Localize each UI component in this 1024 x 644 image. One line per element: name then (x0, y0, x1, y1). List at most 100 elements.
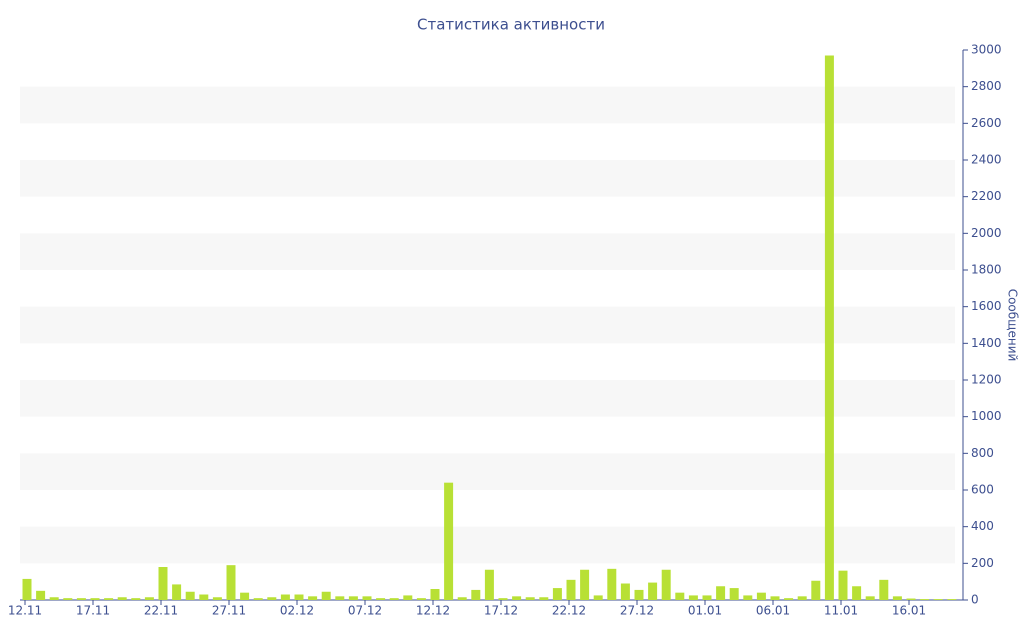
y-tick-label: 2400 (971, 153, 1002, 167)
bar (185, 591, 195, 600)
bar (321, 591, 331, 600)
bar (607, 568, 617, 600)
x-tick-label: 06.01 (756, 604, 790, 618)
bar (498, 598, 508, 600)
x-tick-label: 11.01 (824, 604, 858, 618)
bar (743, 595, 753, 600)
y-tick-label: 1800 (971, 263, 1002, 277)
bar (280, 594, 290, 600)
bar (63, 598, 73, 600)
bar (199, 594, 209, 600)
y-tick-label: 2000 (971, 226, 1002, 240)
chart-title: Статистика активности (417, 16, 605, 34)
bar (634, 589, 644, 600)
bar (49, 597, 59, 600)
bar (90, 598, 100, 600)
bar (348, 596, 358, 600)
bar (675, 592, 685, 600)
bar (172, 584, 182, 600)
bar (457, 597, 467, 600)
x-tick-label: 01.01 (688, 604, 722, 618)
bar (267, 597, 277, 600)
bar (416, 598, 426, 600)
bar (240, 592, 250, 600)
grid-band (20, 380, 955, 417)
bar (947, 599, 957, 600)
bar (811, 580, 821, 600)
bar (539, 597, 549, 600)
bar (525, 597, 535, 600)
x-tick-label: 02.12 (280, 604, 314, 618)
bar (920, 599, 930, 600)
bar (661, 569, 671, 600)
grid-band (20, 160, 955, 197)
bar (335, 596, 345, 600)
bar (648, 582, 658, 600)
x-tick-label: 12.11 (8, 604, 42, 618)
y-tick-label: 400 (971, 519, 994, 533)
bar (484, 569, 494, 600)
bar (104, 598, 114, 600)
y-tick-label: 2600 (971, 116, 1002, 130)
x-tick-label: 22.12 (552, 604, 586, 618)
bar (593, 595, 603, 600)
y-axis-label: Сообщений (1006, 289, 1020, 362)
bar (580, 569, 590, 600)
bar (756, 592, 766, 600)
bar (294, 594, 304, 600)
bar (444, 482, 454, 600)
grid-band (20, 526, 955, 564)
bar (117, 597, 127, 600)
y-tick-label: 2200 (971, 189, 1002, 203)
bar (144, 597, 154, 600)
y-tick-label: 1000 (971, 409, 1002, 423)
grid-band (20, 306, 955, 344)
y-tick-label: 2800 (971, 79, 1002, 93)
x-tick-label: 27.12 (620, 604, 654, 618)
bar (131, 598, 141, 600)
bar (865, 596, 875, 600)
y-tick-label: 800 (971, 446, 994, 460)
bar (362, 596, 372, 600)
bar (906, 598, 916, 600)
y-tick-label: 3000 (971, 43, 1002, 57)
x-tick-label: 17.12 (484, 604, 518, 618)
bar (22, 578, 32, 600)
grid-band (20, 233, 955, 270)
bar (76, 598, 86, 600)
y-tick-label: 0 (971, 593, 979, 607)
bar (838, 570, 848, 600)
x-tick-label: 27.11 (212, 604, 246, 618)
bar (36, 590, 46, 600)
bar (729, 588, 739, 600)
bar (212, 597, 222, 600)
bar (430, 589, 440, 600)
bar (892, 596, 902, 600)
bar (852, 586, 862, 600)
bar (770, 596, 780, 600)
bar (512, 596, 522, 600)
bar (824, 55, 834, 600)
bar (253, 598, 263, 600)
grid-band (20, 453, 955, 490)
bar (226, 565, 236, 600)
x-tick-label: 07.12 (348, 604, 382, 618)
x-tick-label: 17.11 (76, 604, 110, 618)
bar (158, 567, 168, 600)
bar (879, 579, 889, 600)
bar (933, 599, 943, 600)
bar (471, 589, 481, 600)
y-tick-label: 200 (971, 556, 994, 570)
bar (403, 595, 413, 600)
bar (308, 596, 318, 600)
y-tick-label: 1400 (971, 336, 1002, 350)
bar (702, 595, 712, 600)
y-tick-label: 1200 (971, 373, 1002, 387)
x-tick-label: 22.11 (144, 604, 178, 618)
y-tick-label: 1600 (971, 299, 1002, 313)
bar (784, 598, 794, 600)
bar (797, 596, 807, 600)
bar (552, 588, 562, 600)
bar (389, 598, 399, 600)
bar (688, 595, 698, 600)
